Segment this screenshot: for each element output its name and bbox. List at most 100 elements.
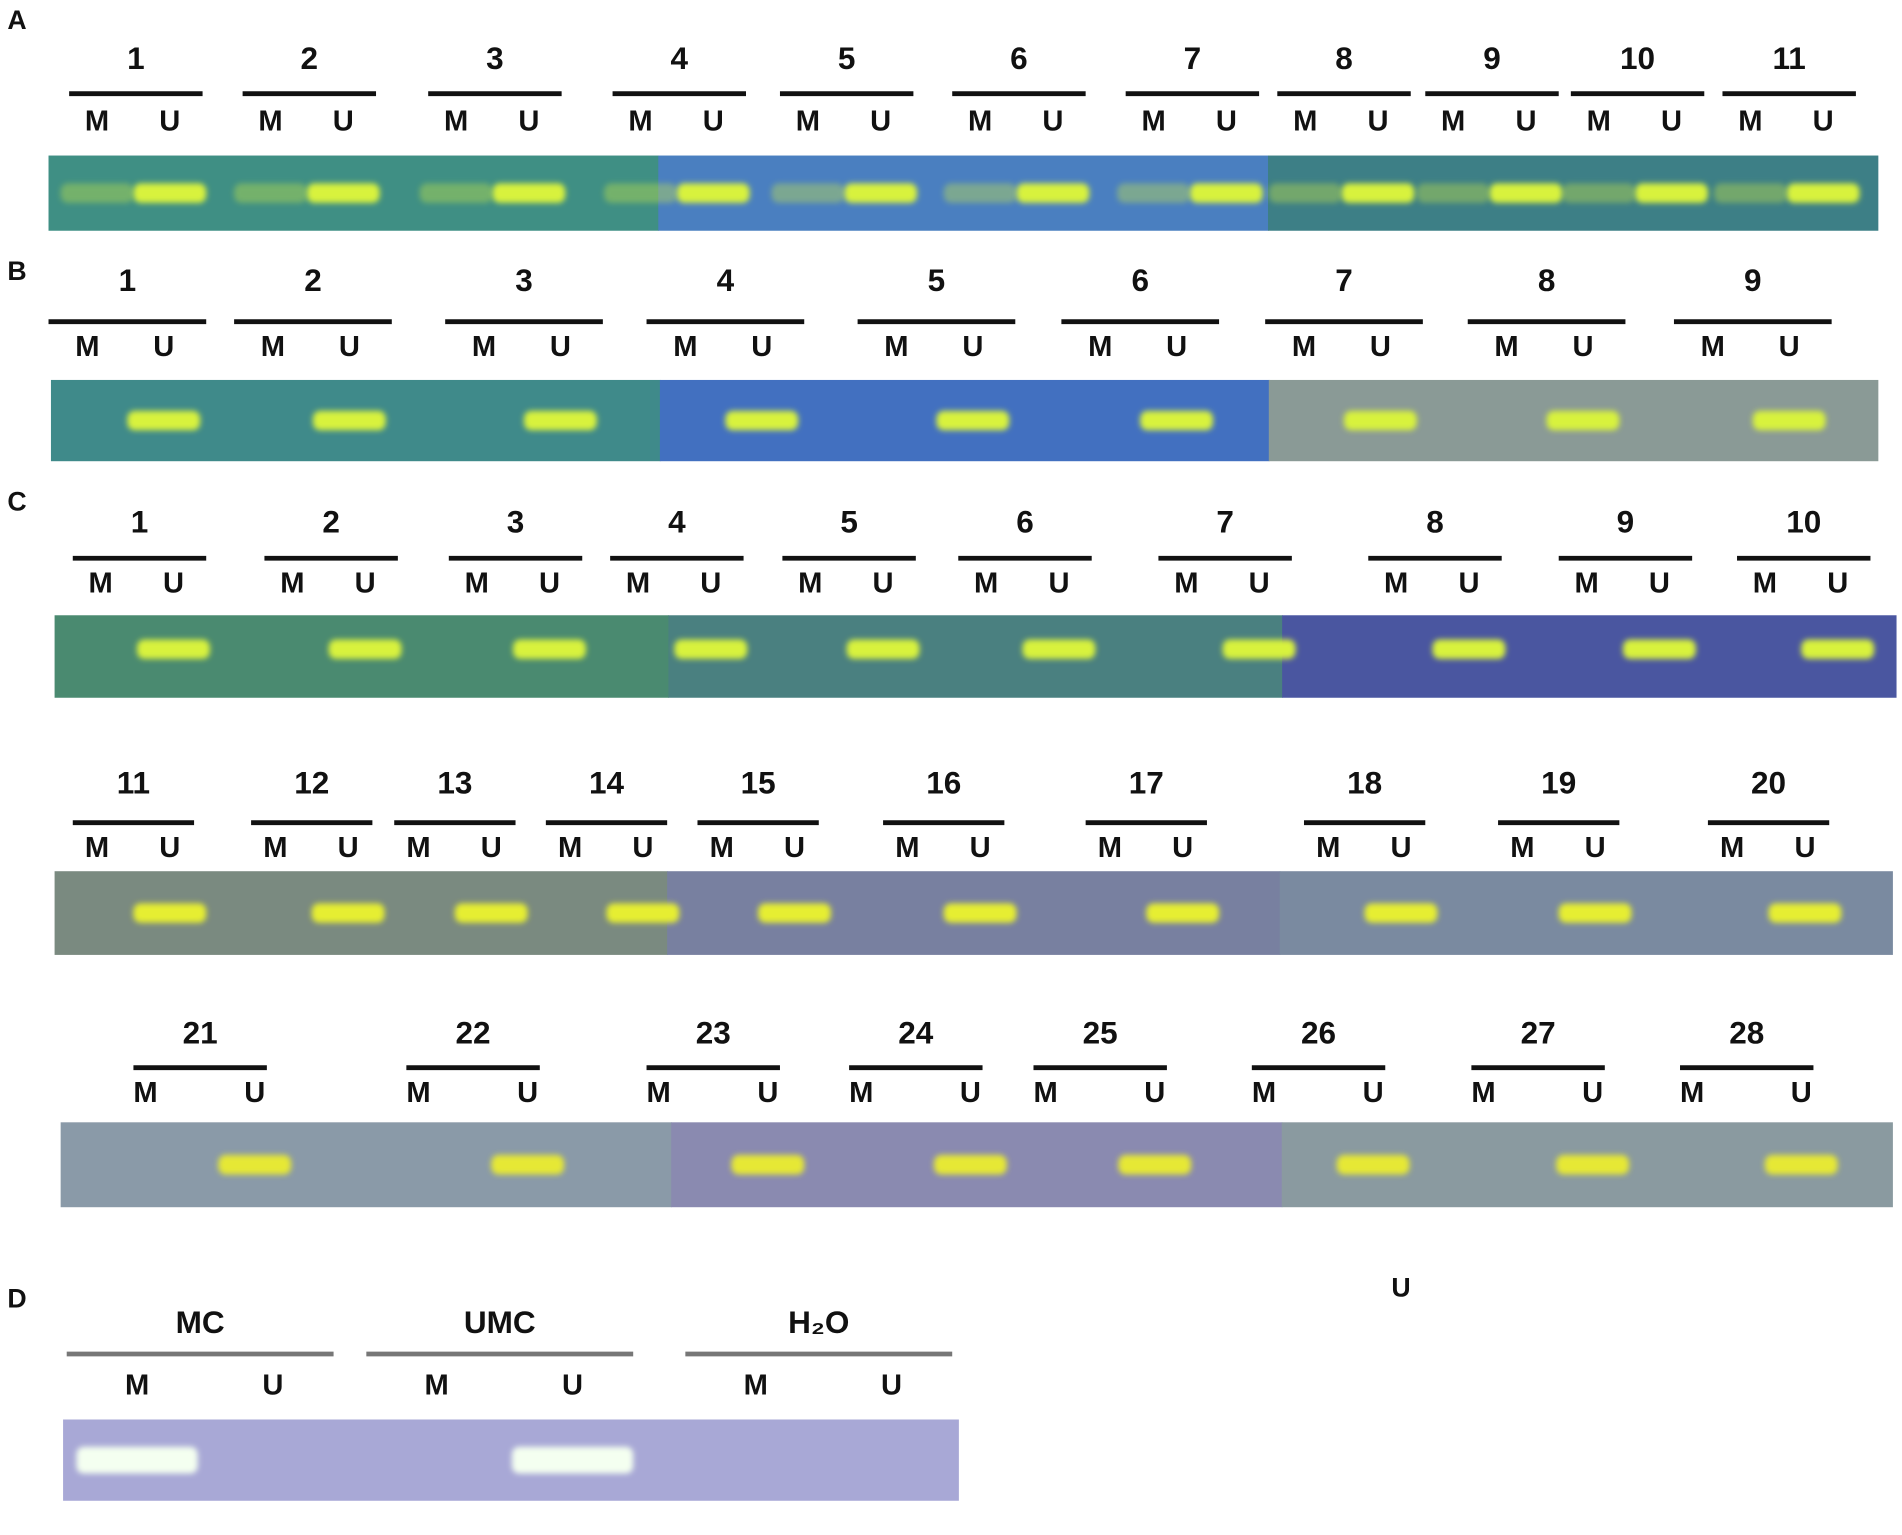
sample-label: 4 (668, 504, 686, 540)
band (60, 183, 134, 203)
band (1786, 183, 1860, 203)
lane-label: U (1585, 832, 1606, 864)
band (676, 183, 750, 203)
sample-label: 17 (1129, 764, 1164, 800)
sample-label: UMC (464, 1304, 536, 1340)
sample-label: 26 (1301, 1014, 1336, 1050)
lane-label: U (262, 1369, 283, 1401)
gel-strip (668, 615, 1283, 698)
band (306, 183, 380, 203)
lane-label: U (517, 1077, 538, 1109)
band (1016, 183, 1090, 203)
lane-label: U (1216, 105, 1237, 137)
sample-label: 10 (1620, 40, 1655, 76)
band (1432, 639, 1506, 659)
gel-strip (60, 1122, 672, 1208)
sample-label: 1 (131, 504, 149, 540)
band (1801, 639, 1875, 659)
lane-label: M (89, 568, 113, 600)
lane-label: U (333, 105, 354, 137)
lane-label: U (1458, 568, 1479, 600)
band (311, 903, 385, 923)
lane-label: M (1574, 568, 1598, 600)
band (934, 1155, 1007, 1175)
lane-label: U (1367, 105, 1388, 137)
sample-label: 2 (301, 40, 319, 76)
lane-label: U (1582, 1077, 1603, 1109)
lane-label: U (632, 832, 653, 864)
sample-label: 16 (926, 764, 961, 800)
band (1768, 903, 1842, 923)
band (1336, 1155, 1410, 1175)
lane-label: M (444, 105, 468, 137)
lane-label: M (263, 832, 287, 864)
band (1222, 639, 1296, 659)
stray-label: U (1391, 1273, 1410, 1303)
lane-label: U (518, 105, 539, 137)
sample-label: 3 (486, 40, 504, 76)
lane-label: U (1649, 568, 1670, 600)
lane-label: U (338, 832, 359, 864)
lane-label: U (1042, 105, 1063, 137)
lane-label: U (244, 1077, 265, 1109)
lane-label: U (153, 331, 174, 363)
lane-label: U (1794, 832, 1815, 864)
band (492, 183, 566, 203)
lane-label: M (125, 1369, 149, 1401)
sample-label: 13 (437, 764, 472, 800)
band (1558, 903, 1632, 923)
lane-label: U (1172, 832, 1193, 864)
band (674, 639, 748, 659)
lane-label: U (1813, 105, 1834, 137)
band (1713, 183, 1787, 203)
lane-label: U (700, 568, 721, 600)
band (133, 903, 207, 923)
band (1489, 183, 1563, 203)
sample-label: 11 (1773, 40, 1806, 76)
sample-label: 7 (1184, 40, 1202, 76)
lane-label: U (1166, 331, 1187, 363)
sample-label: 18 (1347, 764, 1382, 800)
band (218, 1155, 292, 1175)
lane-label: U (163, 568, 184, 600)
lane-label: U (970, 832, 991, 864)
sample-label: 22 (456, 1014, 491, 1050)
lane-label: M (1088, 331, 1112, 363)
band (1341, 183, 1415, 203)
lane-label: M (465, 568, 489, 600)
lane-label: U (962, 331, 983, 363)
lane-label: M (895, 832, 919, 864)
lane-label: U (550, 331, 571, 363)
lane-label: U (159, 105, 180, 137)
band (1268, 183, 1342, 203)
lane-label: M (884, 331, 908, 363)
lane-label: M (75, 331, 99, 363)
lane-label: M (626, 568, 650, 600)
band (1117, 183, 1190, 203)
lane-label: M (1587, 105, 1611, 137)
lane-label: M (1033, 1077, 1057, 1109)
sample-label: 8 (1426, 504, 1444, 540)
lane-label: U (881, 1369, 902, 1401)
sample-label: 6 (1131, 262, 1149, 298)
lane-label: M (628, 105, 652, 137)
band (513, 639, 586, 659)
band (127, 410, 201, 431)
lane-label: M (425, 1369, 449, 1401)
lane-label: M (558, 832, 582, 864)
sample-label: 6 (1010, 40, 1028, 76)
band (137, 639, 210, 659)
sample-label: 19 (1541, 764, 1576, 800)
band (606, 903, 680, 923)
sample-label: 1 (119, 262, 137, 298)
band (1635, 183, 1708, 203)
lane-label: M (258, 105, 282, 137)
band (1416, 183, 1490, 203)
lane-label: M (968, 105, 992, 137)
lane-label: U (1370, 331, 1391, 363)
band (234, 183, 307, 203)
lane-label: U (159, 832, 180, 864)
lane-label: M (744, 1369, 768, 1401)
lane-label: M (1441, 105, 1465, 137)
lane-label: U (1827, 568, 1848, 600)
